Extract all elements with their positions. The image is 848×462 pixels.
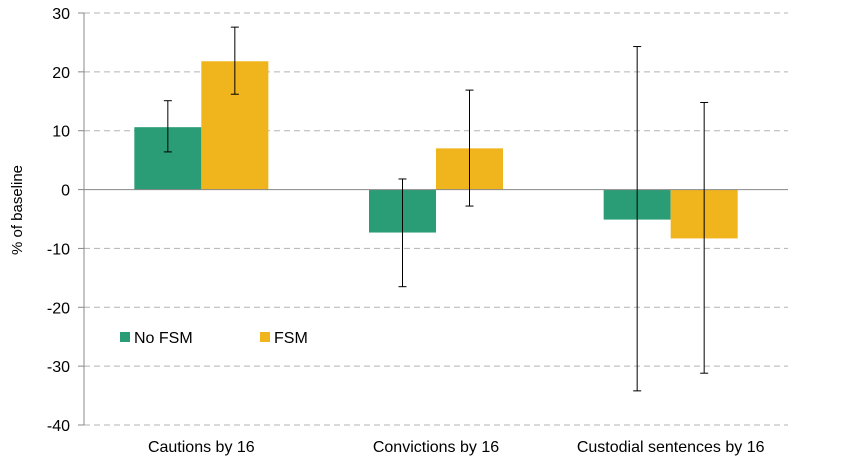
y-tick-label: 0 (61, 183, 70, 200)
y-tick-labels: 30 20 10 0 -10 -20 -30 -40 (47, 6, 70, 435)
legend-swatch (260, 332, 270, 342)
x-tick-label: Cautions by 16 (148, 439, 255, 456)
y-tick-label: -40 (47, 418, 70, 435)
y-tick-label: 30 (52, 6, 70, 23)
axes (83, 13, 788, 425)
legend-label: No FSM (134, 330, 193, 347)
x-tick-label: Convictions by 16 (373, 439, 499, 456)
x-tick-labels: Cautions by 16 Convictions by 16 Custodial… (148, 439, 765, 456)
legend-swatch (120, 332, 130, 342)
error-bars (163, 26, 709, 392)
y-tick-label: -30 (47, 359, 70, 376)
bars (134, 61, 738, 239)
y-tick-label: -10 (47, 241, 70, 258)
x-tick-label: Custodial sentences by 16 (577, 439, 765, 456)
gridlines (78, 12, 788, 426)
y-tick-label: 20 (52, 65, 70, 82)
legend-label: FSM (274, 330, 308, 347)
y-axis-title: % of baseline (9, 165, 26, 255)
legend: No FSM FSM (120, 330, 308, 347)
y-tick-label: -20 (47, 300, 70, 317)
y-tick-label: 10 (52, 124, 70, 141)
